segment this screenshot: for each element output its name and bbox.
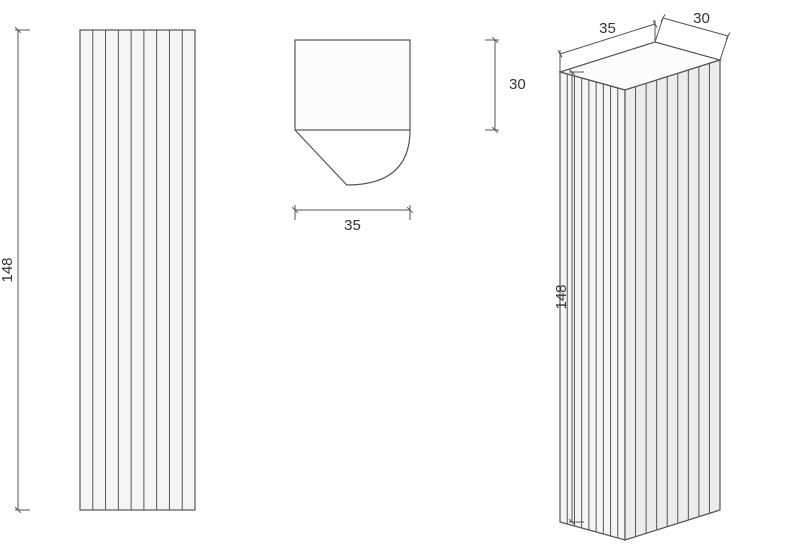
top-view — [295, 40, 410, 185]
dim-iso-depth: 30 — [693, 10, 710, 27]
dim-top-width: 35 — [344, 217, 361, 234]
dim-iso-width: 35 — [599, 20, 616, 37]
dim-top-depth: 30 — [509, 76, 526, 93]
front-elevation — [80, 30, 195, 510]
dim-iso-height: 148 — [553, 284, 570, 309]
isometric-view — [560, 42, 720, 540]
technical-drawing: 148 35 30 35 30 148 — [0, 0, 790, 551]
dim-front-height: 148 — [0, 257, 16, 282]
